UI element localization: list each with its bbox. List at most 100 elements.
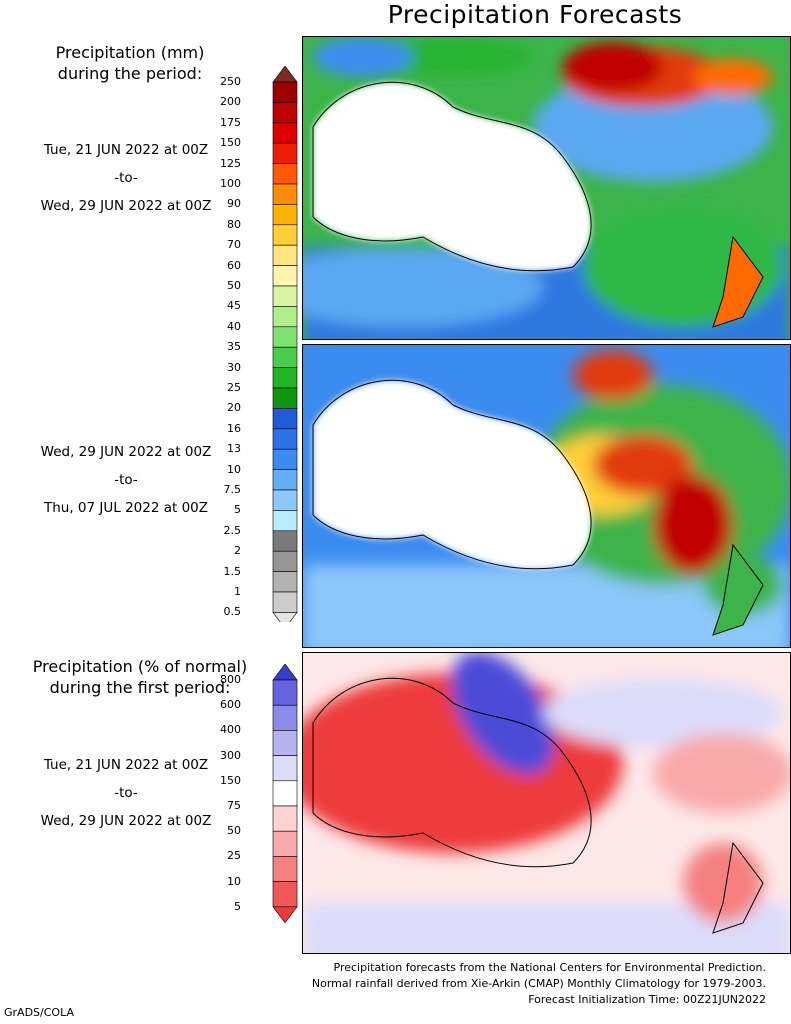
forecast-map-period2: [302, 344, 791, 648]
mm-legend-tick-label: 10: [227, 462, 241, 476]
mm-legend-swatch: [272, 122, 298, 144]
mm-legend-tick-label: 1: [234, 585, 241, 598]
mm-legend-tick-label: 40: [227, 319, 241, 333]
footer-climatology: Normal rainfall derived from Xie-Arkin (…: [311, 977, 766, 990]
period2-end: Thu, 07 JUL 2022 at 00Z: [43, 500, 209, 516]
pct-legend-swatch-top: [272, 664, 298, 681]
mm-legend-swatch: [272, 489, 298, 511]
mm-legend-tick-label: 25: [227, 381, 241, 394]
forecast-map-period1: [302, 36, 791, 340]
pct-legend-tick-label: 10: [227, 874, 241, 888]
mm-legend-tick-label: 80: [227, 217, 241, 231]
mm-legend-swatch: [272, 244, 298, 266]
pct-legend-tick-label: 150: [220, 773, 241, 787]
mm-legend-tick-label: 35: [227, 340, 241, 354]
mm-legend-tick-label: 7.5: [223, 483, 242, 496]
pct-legend-tick-label: 50: [227, 824, 241, 838]
mm-legend-swatch: [272, 428, 298, 450]
period3-end: Wed, 29 JUN 2022 at 00Z: [40, 813, 212, 829]
mm-legend-swatch: [272, 224, 298, 246]
pct-legend-swatch-bottom: [272, 906, 298, 924]
mm-legend-swatch: [272, 265, 298, 287]
pct-legend-swatch: [272, 730, 298, 756]
pct-legend-swatch: [272, 704, 298, 731]
mm-legend-tick-label: 200: [220, 95, 241, 109]
mm-legend-tick-label: 50: [227, 279, 241, 292]
pct-legend-tick-label: 300: [220, 748, 241, 762]
mm-legend-tick-label: 13: [227, 442, 241, 456]
mm-legend-swatch: [272, 285, 298, 307]
mm-legend-swatch: [272, 550, 298, 572]
mm-legend-swatch: [272, 530, 298, 552]
mm-legend-swatch: [272, 102, 298, 124]
mm-legend-tick-label: 2: [234, 544, 241, 558]
mm-legend-swatch: [272, 591, 298, 613]
mm-legend-swatch: [272, 469, 298, 491]
mm-colorbar: [272, 66, 298, 622]
period2-separator: -to-: [114, 472, 138, 488]
pct-legend-title-line1: Precipitation (% of normal): [32, 657, 248, 676]
mm-legend-tick-label: 16: [227, 421, 241, 435]
period3-start: Tue, 21 JUN 2022 at 00Z: [43, 757, 209, 773]
mm-legend-swatch: [272, 510, 298, 532]
pct-legend-title-line2: during the first period:: [49, 678, 231, 697]
page-title: Precipitation Forecasts: [387, 0, 683, 29]
mm-legend-swatch: [272, 183, 298, 205]
mm-legend-tick-label: 175: [220, 115, 241, 129]
period1-end: Wed, 29 JUN 2022 at 00Z: [40, 198, 212, 214]
pct-colorbar: [272, 664, 298, 924]
mm-legend-tick-label: 250: [220, 75, 241, 88]
pct-legend-tick-label: 800: [220, 673, 241, 686]
footer-source: Precipitation forecasts from the Nationa…: [333, 961, 767, 974]
mm-legend-swatch: [272, 306, 298, 328]
mm-legend-swatch: [272, 204, 298, 226]
mm-legend-swatch: [272, 346, 298, 368]
mm-legend-tick-label: 45: [227, 299, 241, 313]
mm-legend-swatch-top: [272, 66, 298, 83]
mm-legend-title-line2: during the period:: [57, 64, 203, 83]
mm-legend-tick-label: 2.5: [223, 523, 242, 537]
pct-legend-swatch: [272, 755, 298, 782]
period2-start: Wed, 29 JUN 2022 at 00Z: [40, 444, 212, 460]
mm-legend-tick-label: 0.5: [223, 605, 242, 619]
footer-init-time: Forecast Initialization Time: 00Z21JUN20…: [528, 993, 766, 1006]
pct-legend-swatch: [272, 805, 298, 832]
mm-legend-tick-label: 90: [227, 197, 241, 211]
pct-legend-tick-label: 400: [220, 723, 241, 737]
pct-legend-swatch: [272, 679, 298, 706]
pct-legend-tick-label: 25: [227, 849, 241, 863]
pct-legend-swatch: [272, 830, 298, 857]
pct-legend-tick-label: 5: [234, 899, 241, 913]
mm-legend-tick-label: 125: [220, 156, 241, 170]
mm-legend-swatch: [272, 326, 298, 348]
mm-legend-tick-label: 20: [227, 401, 241, 415]
pct-legend-title: Precipitation (% of normal) during the f…: [12, 656, 268, 698]
pct-legend-swatch: [272, 780, 298, 807]
software-credit: GrADS/COLA: [4, 1006, 74, 1019]
mm-legend-tick-label: 30: [227, 360, 241, 374]
pct-legend-tick-label: 600: [220, 698, 241, 712]
mm-legend-swatch: [272, 448, 298, 470]
mm-legend-swatch: [272, 142, 298, 164]
mm-legend-tick-label: 60: [227, 258, 241, 272]
mm-legend-swatch: [272, 408, 298, 430]
period1-start: Tue, 21 JUN 2022 at 00Z: [43, 142, 209, 158]
mm-legend-title-line1: Precipitation (mm): [55, 43, 205, 62]
mm-legend-tick-label: 1.5: [223, 564, 242, 578]
pct-legend-swatch: [272, 856, 298, 882]
mm-legend-tick-label: 150: [220, 136, 241, 150]
percent-of-normal-map: [302, 652, 791, 954]
mm-legend-tick-label: 100: [220, 177, 241, 190]
pct-legend-swatch: [272, 881, 298, 908]
mm-legend-swatch: [272, 81, 298, 103]
mm-legend-swatch: [272, 571, 298, 593]
mm-legend-swatch-bottom: [272, 612, 298, 622]
period1-separator: -to-: [114, 170, 138, 186]
period3-separator: -to-: [114, 785, 138, 801]
mm-legend-swatch: [272, 163, 298, 185]
mm-legend-swatch: [272, 367, 298, 389]
mm-legend-swatch: [272, 387, 298, 409]
mm-legend-title: Precipitation (mm) during the period:: [20, 42, 240, 84]
mm-legend-tick-label: 70: [227, 238, 241, 252]
pct-legend-tick-label: 75: [227, 799, 241, 812]
